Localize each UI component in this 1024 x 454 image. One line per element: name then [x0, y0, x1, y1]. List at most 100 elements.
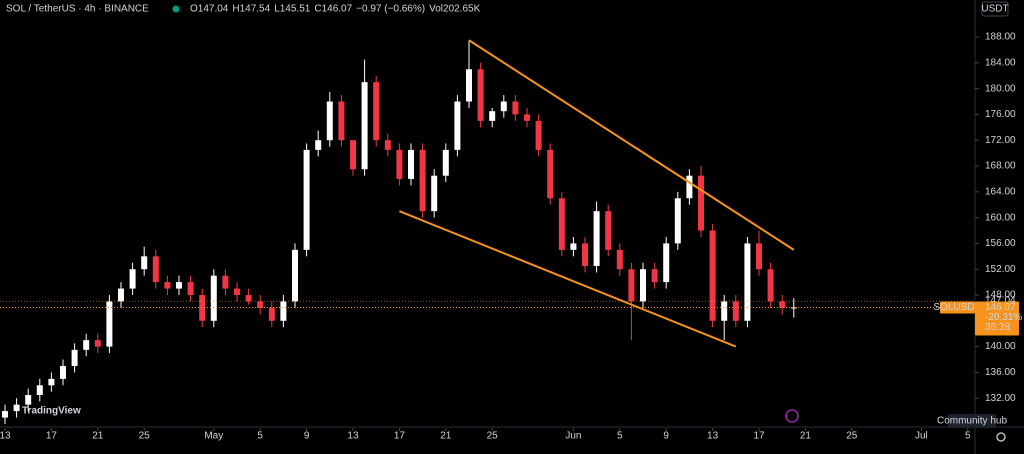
currency-box[interactable]: [981, 1, 1009, 17]
candle-body: [640, 269, 647, 302]
candle-body: [152, 256, 159, 283]
candle-body: [489, 111, 496, 121]
candle-body: [721, 301, 728, 321]
candle-body: [407, 149, 414, 179]
y-tick-label: 136.00: [985, 367, 1016, 378]
candle-body: [523, 114, 530, 121]
candle-body: [349, 140, 356, 170]
x-tick-label: 5: [257, 431, 263, 442]
y-tick-label: 184.00: [985, 57, 1016, 68]
candle-body: [396, 149, 403, 179]
candle-body: [245, 295, 252, 302]
x-tick-label: 17: [394, 431, 406, 442]
x-tick-label: 5: [617, 431, 623, 442]
candle-body: [129, 269, 136, 289]
candle-body: [222, 275, 229, 289]
x-tick-label: 17: [753, 431, 765, 442]
candle-body: [674, 198, 681, 244]
candle-body: [628, 269, 635, 302]
candle-body: [500, 101, 507, 112]
candle-body: [1, 411, 8, 418]
currency: USDT: [981, 4, 1008, 15]
candle-body: [454, 101, 461, 150]
market-status: [172, 5, 180, 13]
candle-body: [71, 349, 78, 366]
candle-body: [48, 378, 55, 386]
candle-body: [465, 69, 472, 102]
ohlc-value: C146.07: [314, 4, 352, 15]
candle-body: [326, 101, 333, 141]
y-tick-label: 148.00: [985, 290, 1016, 301]
y-tick-label: 132.00: [985, 393, 1016, 404]
y-tick-label: 188.00: [985, 32, 1016, 43]
candle-body: [442, 149, 449, 176]
candle-body: [419, 149, 426, 212]
candle-body: [280, 301, 287, 321]
candle-body: [744, 243, 751, 321]
ticker-box: [940, 301, 975, 314]
x-tick-label: 9: [663, 431, 669, 442]
candle-body: [175, 282, 182, 289]
brand: TradingView: [22, 406, 81, 417]
candle-body: [94, 340, 101, 347]
alert-icon[interactable]: [785, 409, 799, 423]
candle-body: [790, 307, 797, 309]
x-tick-label: 25: [487, 431, 499, 442]
candle-body: [431, 175, 438, 212]
y-tick-label: 164.00: [985, 186, 1016, 197]
y-tick-label: 180.00: [985, 83, 1016, 94]
candle-body: [291, 249, 298, 302]
x-tick-label: May: [204, 431, 223, 442]
x-tick-label: 21: [92, 431, 104, 442]
last-price: 146.07: [985, 302, 1016, 313]
candle-body: [106, 301, 113, 347]
candle-body: [605, 211, 612, 250]
candle-body: [83, 340, 90, 350]
x-tick-label: Jun: [565, 431, 581, 442]
x-tick-label: 9: [304, 431, 310, 442]
candle-body: [593, 211, 600, 266]
x-tick-label: 25: [139, 431, 151, 442]
candle-body: [338, 101, 345, 141]
ohlc-value: L145.51: [274, 4, 311, 15]
x-tick-label: 21: [800, 431, 812, 442]
candle-body: [141, 256, 148, 270]
ohlc-value: Vol202.65K: [429, 4, 480, 15]
x-tick-label: 25: [846, 431, 858, 442]
trendline: [468, 39, 795, 251]
ohlc-row: O147.04 H147.54 L145.51 C146.07 −0.97 (−0.66…: [190, 4, 481, 15]
ohlc-value: −0.97 (−0.66%): [356, 4, 425, 15]
candle-body: [512, 101, 519, 115]
candle-body: [303, 149, 310, 250]
symbol: SOL / TetherUS · 4h · BINANCE: [6, 4, 149, 15]
candle-body: [779, 301, 786, 308]
x-tick-label: Jul: [915, 431, 928, 442]
candle-body: [651, 269, 658, 283]
x-tick-label: 21: [440, 431, 452, 442]
candle-body: [767, 269, 774, 302]
community-hub[interactable]: [948, 414, 996, 428]
ohlc-value: H147.54: [232, 4, 270, 15]
candle-body: [210, 275, 217, 321]
candle-body: [616, 249, 623, 270]
x-tick-label: 13: [0, 431, 11, 442]
candle-body: [59, 365, 66, 379]
candle-body: [477, 69, 484, 121]
candle-body: [187, 282, 194, 296]
candle-body: [709, 230, 716, 321]
candle-body: [686, 175, 693, 199]
y-tick-label: 140.00: [985, 341, 1016, 352]
candle-body: [36, 385, 43, 395]
candle-body: [732, 301, 739, 321]
candle-body: [257, 301, 264, 308]
y-tick-label: 172.00: [985, 135, 1016, 146]
candle-body: [535, 120, 542, 150]
candle-body: [547, 149, 554, 199]
settings-icon[interactable]: [996, 432, 1006, 442]
candle-body: [268, 307, 275, 321]
trendline: [399, 210, 737, 348]
candle-body: [698, 175, 705, 231]
